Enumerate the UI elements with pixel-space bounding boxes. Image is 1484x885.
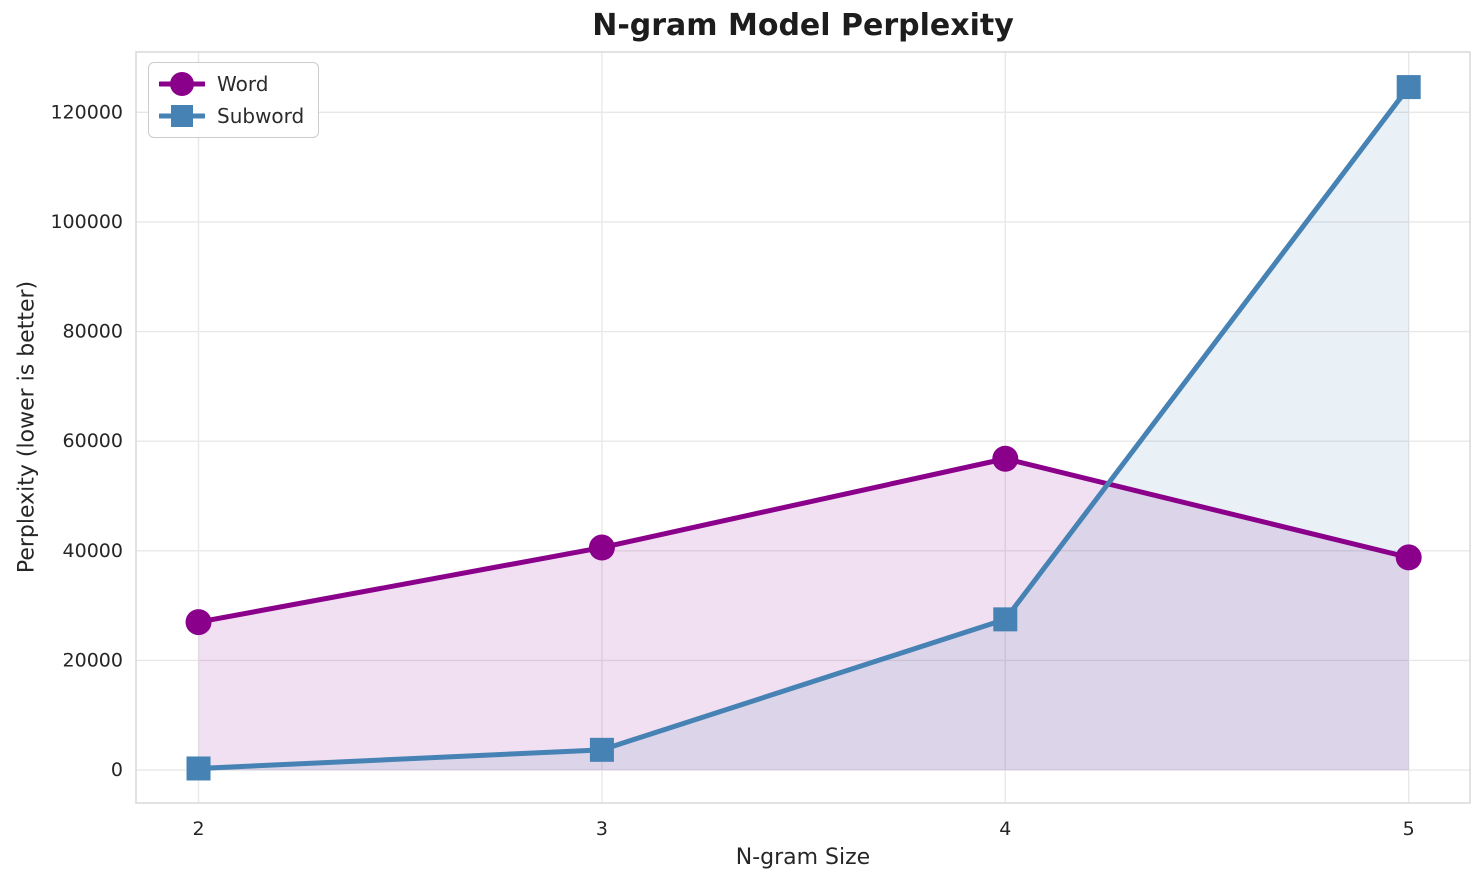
y-tick-label: 80000 — [63, 321, 123, 343]
subword-line — [196, 84, 1412, 771]
y-tick-label: 100000 — [50, 211, 123, 233]
y-tick-label: 120000 — [50, 101, 123, 123]
plot-border — [135, 51, 1471, 804]
legend-item-subword: Subword — [159, 102, 304, 130]
x-tick-label: 3 — [596, 818, 608, 840]
word-point — [992, 445, 1019, 472]
square-marker-icon — [159, 105, 205, 127]
x-axis-label: N-gram Size — [735, 845, 871, 870]
word-point — [185, 609, 212, 636]
subword-point — [1396, 75, 1421, 100]
y-tick-label: 40000 — [63, 540, 123, 562]
word-point — [1395, 544, 1422, 571]
legend: Word Subword — [148, 62, 320, 138]
y-tick-label: 20000 — [63, 649, 123, 671]
subword-point — [993, 607, 1018, 632]
word-point — [588, 534, 615, 561]
legend-item-word: Word — [159, 70, 304, 98]
subword-point — [589, 737, 614, 762]
x-tick-label: 4 — [999, 818, 1011, 840]
subword-point — [186, 756, 211, 781]
x-tick-label: 2 — [192, 818, 204, 840]
subword-area-fill — [198, 87, 1409, 771]
x-tick-label: 5 — [1403, 818, 1415, 840]
y-tick-label: 0 — [111, 759, 123, 781]
word-line — [196, 456, 1412, 625]
chart-title: N-gram Model Perplexity — [592, 8, 1014, 43]
word-area-fill — [198, 458, 1409, 771]
y-tick-label: 60000 — [63, 430, 123, 452]
legend-label: Subword — [217, 104, 305, 128]
y-axis-label: Perplexity (lower is better) — [14, 280, 40, 574]
legend-label: Word — [217, 72, 269, 96]
circle-marker-icon — [159, 72, 205, 96]
